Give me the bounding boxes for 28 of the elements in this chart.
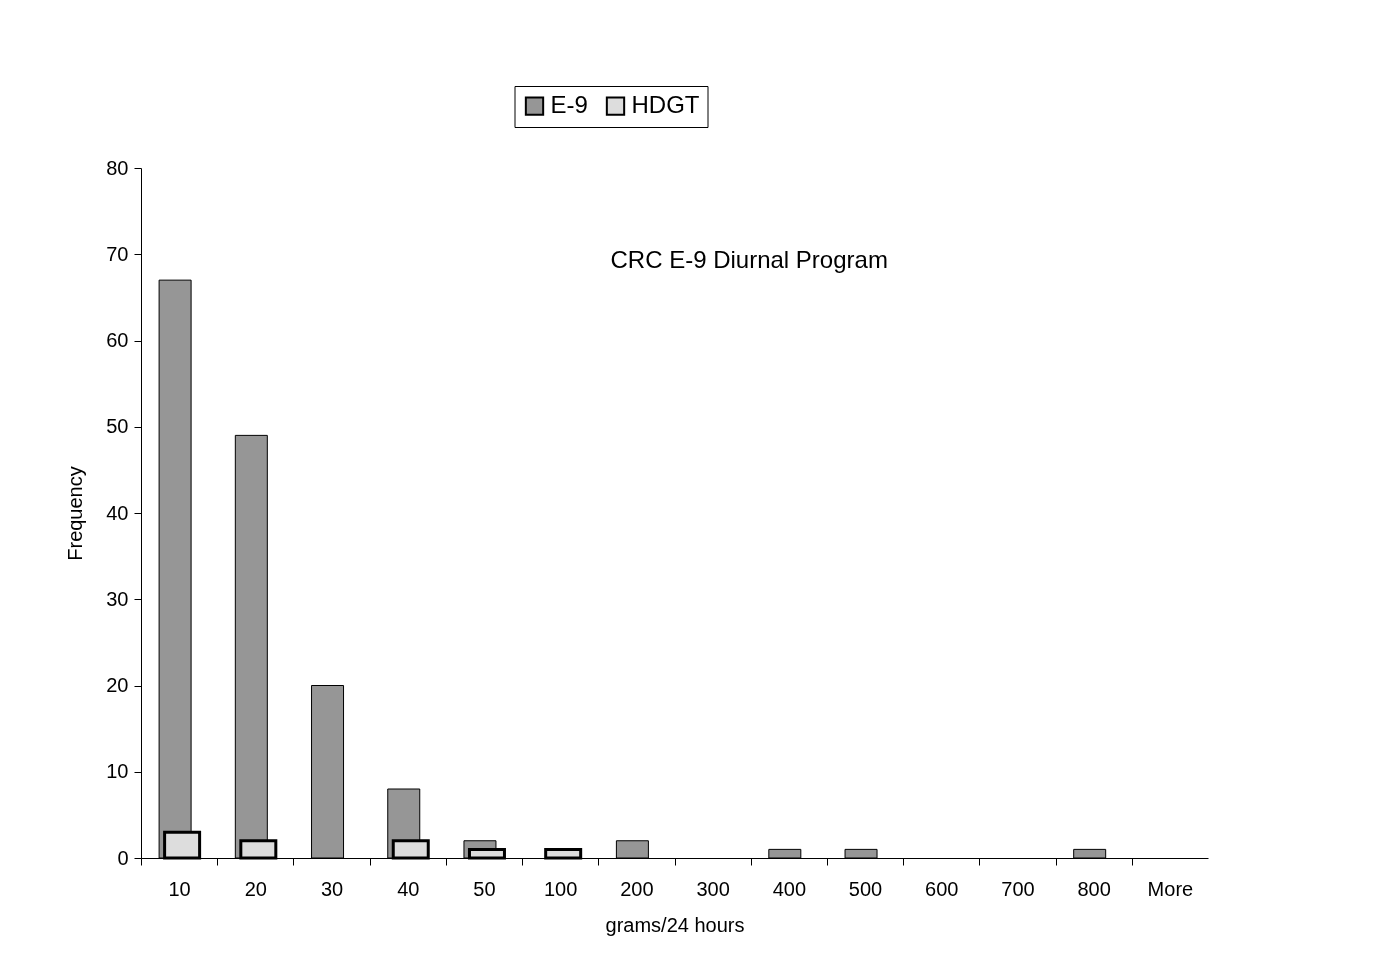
y-axis-title: Frequency: [64, 466, 87, 561]
x-tick-label: 600: [925, 877, 959, 900]
x-tick-label: 300: [696, 877, 730, 900]
x-tick-label: 500: [848, 877, 883, 900]
x-axis-title: grams/24 hours: [605, 913, 745, 936]
x-tick-label: 10: [168, 877, 191, 900]
y-tick-label: 50: [106, 415, 129, 438]
x-tick-label: 700: [1001, 877, 1035, 900]
x-tick-label: 200: [620, 877, 654, 900]
x-tick-label: 30: [320, 877, 344, 900]
legend-label: HDGT: [631, 91, 700, 119]
x-tick-label: 400: [772, 877, 807, 900]
y-tick-label: 60: [106, 329, 129, 351]
y-tick-label: 70: [106, 242, 129, 265]
legend-label: E-9: [550, 91, 588, 119]
x-tick-label: 20: [244, 877, 267, 900]
x-tick-label: 50: [473, 877, 496, 900]
y-tick-label: 0: [117, 846, 129, 869]
y-tick-label: 10: [106, 760, 129, 783]
x-tick-label: More: [1147, 877, 1194, 900]
y-tick-label: 80: [106, 156, 129, 179]
x-tick-label: 100: [543, 877, 578, 900]
text: CRC E-9 Diurnal Program: [610, 246, 888, 273]
x-tick-label: 40: [397, 877, 420, 900]
y-tick-label: 40: [106, 501, 129, 524]
x-tick-label: 800: [1077, 877, 1111, 900]
y-tick-label: 30: [106, 587, 129, 610]
y-tick-label: 20: [106, 674, 129, 696]
